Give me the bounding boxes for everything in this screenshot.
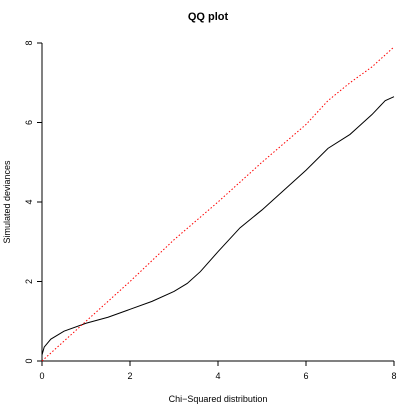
x-axis-label: Chi−Squared distribution <box>169 394 268 404</box>
y-axis-label: Simulated deviances <box>2 160 12 244</box>
x-tick-label: 6 <box>303 371 308 381</box>
x-tick-label: 0 <box>39 371 44 381</box>
y-tick-label: 2 <box>24 279 34 284</box>
line-series <box>41 46 395 362</box>
x-tick-label: 2 <box>127 371 132 381</box>
y-tick-label: 0 <box>24 358 34 363</box>
chart-title: QQ plot <box>188 11 229 23</box>
y-tick-label: 4 <box>24 199 34 204</box>
line-series <box>41 96 395 356</box>
y-tick-label: 8 <box>24 40 34 45</box>
x-tick-label: 4 <box>215 371 220 381</box>
x-tick-label: 8 <box>391 371 396 381</box>
y-tick-label: 6 <box>24 120 34 125</box>
